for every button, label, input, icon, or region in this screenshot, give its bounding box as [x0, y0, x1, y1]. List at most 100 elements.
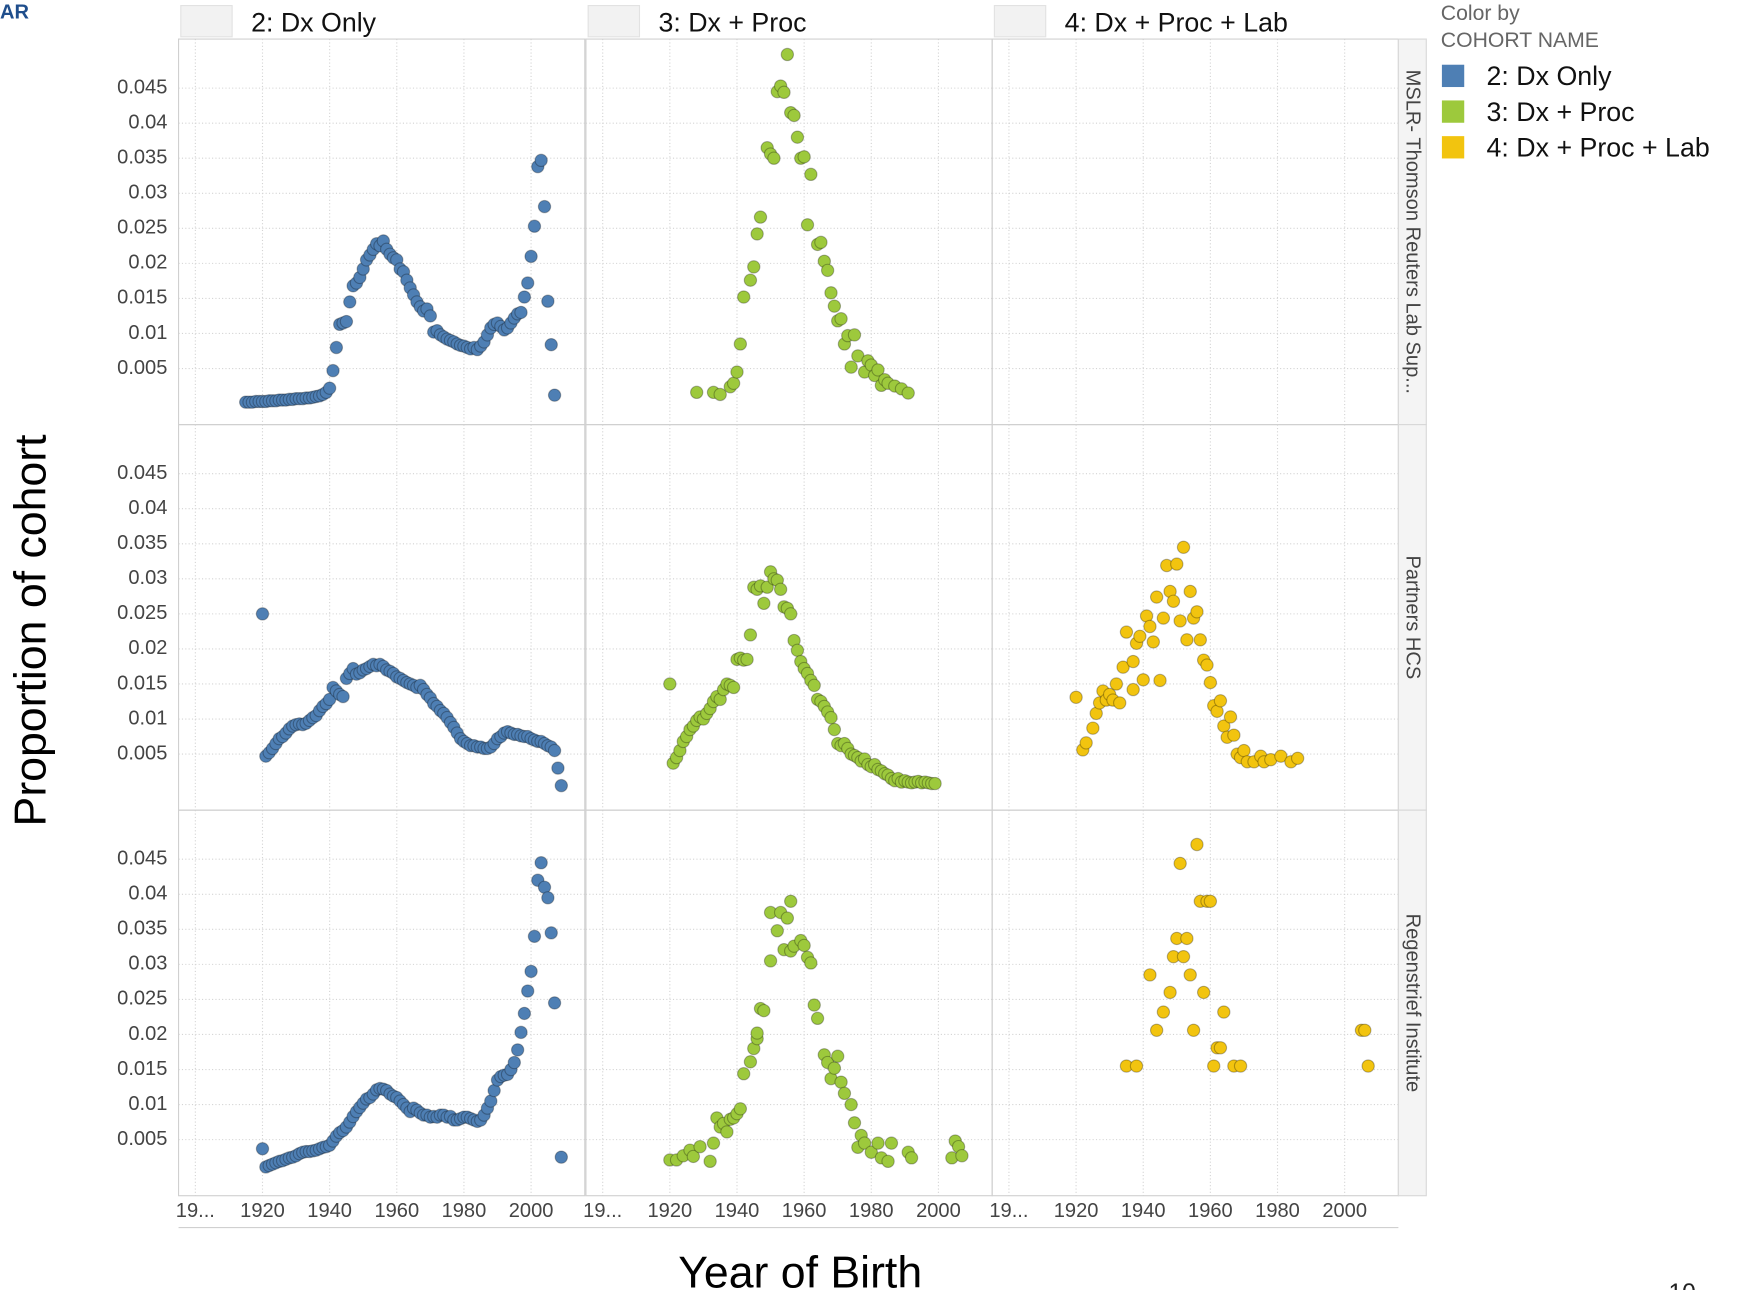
point: [1213, 694, 1228, 708]
y-tick-label: 0.015: [117, 672, 167, 694]
point: [1143, 619, 1157, 634]
point: [777, 85, 791, 100]
point: [517, 1006, 532, 1021]
point: [1149, 1023, 1164, 1037]
y-tick-label: 0.025: [117, 217, 167, 239]
x-tick-label: 1940: [307, 1200, 352, 1222]
y-tick-label: 0.04: [128, 883, 167, 905]
point: [733, 337, 748, 351]
point: [514, 305, 528, 320]
point: [686, 1149, 701, 1164]
column-header: 2: Dx Only: [251, 8, 377, 38]
x-tick-label: 1920: [240, 1200, 285, 1222]
point: [790, 643, 805, 658]
x-tick-label: 1920: [1054, 1200, 1099, 1222]
legend-label: 2: Dx Only: [1487, 61, 1613, 91]
point: [871, 1136, 885, 1150]
point: [884, 1136, 899, 1150]
point: [827, 299, 842, 313]
point: [255, 607, 270, 621]
y-tick-label: 0.045: [117, 848, 167, 870]
y-tick-label: 0.015: [117, 287, 167, 309]
y-tick-label: 0.005: [117, 742, 167, 764]
row-label: Partners HCS: [1401, 555, 1423, 679]
point: [1361, 1059, 1375, 1073]
point: [834, 312, 848, 326]
point: [814, 235, 828, 250]
y-tick-label: 0.035: [117, 918, 167, 940]
point: [336, 689, 350, 704]
point: [901, 386, 915, 400]
point: [1203, 675, 1218, 690]
point: [827, 722, 842, 737]
point: [1086, 721, 1100, 735]
point: [547, 996, 562, 1010]
point: [1069, 690, 1083, 704]
point: [753, 210, 768, 224]
point: [1163, 985, 1177, 1000]
point: [1227, 728, 1241, 742]
point: [524, 249, 538, 264]
point: [824, 286, 838, 300]
point: [820, 263, 835, 278]
y-tick-label: 0.01: [128, 1093, 167, 1115]
point: [847, 1116, 862, 1130]
point: [831, 1049, 845, 1063]
point: [737, 1067, 751, 1081]
legend-swatch: [1441, 64, 1465, 88]
point: [541, 294, 555, 308]
point: [1143, 968, 1157, 982]
x-tick-label: 2000: [916, 1200, 961, 1222]
point: [770, 924, 784, 938]
point: [1223, 710, 1238, 724]
legend-label: 4: Dx + Proc + Lab: [1487, 133, 1710, 163]
point: [551, 761, 565, 775]
y-tick-label: 0.035: [117, 532, 167, 554]
point: [844, 1097, 858, 1112]
point: [339, 314, 354, 329]
point: [810, 1011, 825, 1026]
y-tick-label: 0.005: [117, 357, 167, 379]
point: [255, 1142, 270, 1156]
point: [554, 1150, 568, 1164]
column-header: 3: Dx + Proc: [658, 8, 806, 38]
point: [737, 290, 751, 304]
row-strip: [1397, 424, 1427, 811]
y-tick-label: 0.03: [128, 953, 167, 975]
x-tick-label: 1960: [374, 1200, 419, 1222]
x-tick-label: 1960: [1188, 1200, 1233, 1222]
x-tick-label: 19...: [176, 1200, 215, 1222]
point: [807, 678, 821, 693]
point: [527, 219, 542, 233]
point: [787, 108, 801, 123]
point: [693, 1139, 707, 1154]
x-tick-label: 1920: [648, 1200, 693, 1222]
x-tick-label: 1980: [442, 1200, 487, 1222]
point: [544, 337, 558, 352]
point: [847, 328, 862, 342]
point: [1156, 611, 1171, 625]
point: [326, 363, 340, 378]
point: [521, 984, 535, 998]
point: [780, 47, 795, 62]
point: [1133, 629, 1147, 644]
point: [423, 309, 438, 323]
point: [1274, 749, 1288, 763]
point: [1126, 682, 1140, 697]
point: [784, 894, 798, 908]
y-tick-label: 0.02: [128, 637, 167, 659]
panel-border: [178, 809, 586, 1197]
x-tick-label: 19...: [583, 1200, 622, 1222]
row-label: MSLR- Thomson Reuters Lab Sup...: [1401, 70, 1423, 394]
header-tab: [180, 5, 233, 38]
point: [1200, 658, 1214, 672]
point: [1193, 633, 1207, 647]
point: [541, 891, 555, 905]
point: [760, 580, 774, 594]
point: [537, 199, 552, 214]
point: [726, 376, 741, 390]
point: [784, 607, 798, 621]
point: [726, 680, 741, 695]
